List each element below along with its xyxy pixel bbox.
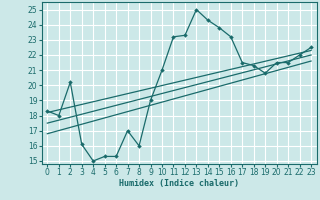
X-axis label: Humidex (Indice chaleur): Humidex (Indice chaleur) xyxy=(119,179,239,188)
